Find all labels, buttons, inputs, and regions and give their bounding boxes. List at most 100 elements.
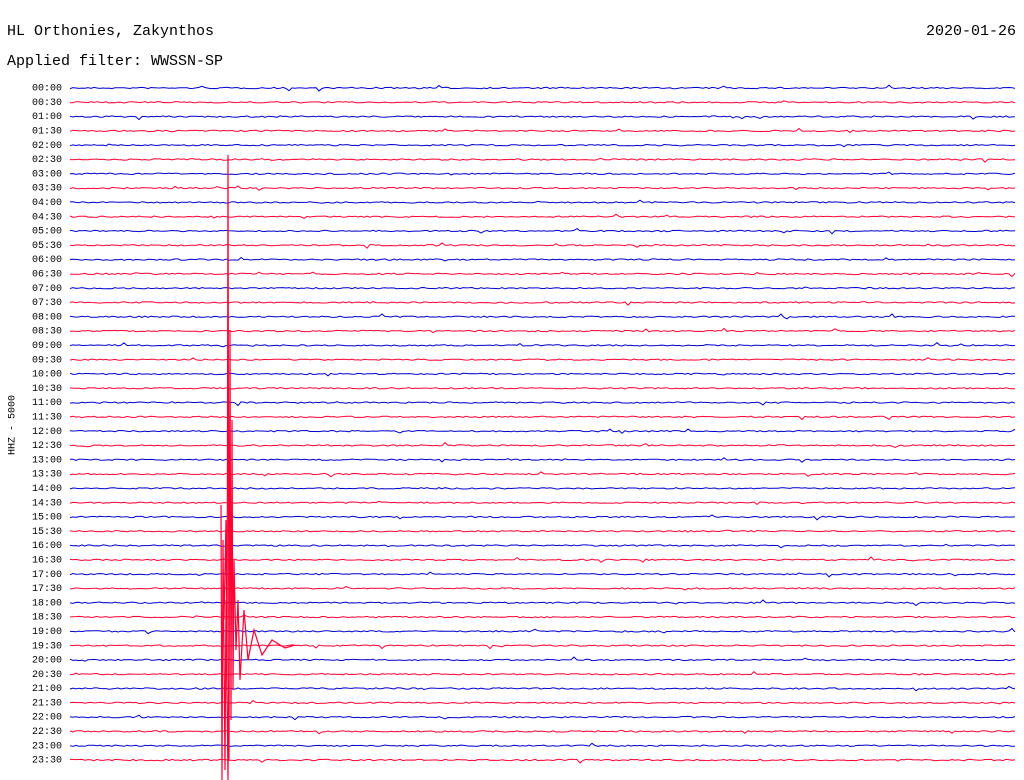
trace xyxy=(69,500,1016,506)
trace xyxy=(69,644,1016,650)
trace xyxy=(69,428,1016,434)
trace xyxy=(69,301,1016,306)
trace xyxy=(69,185,1016,191)
trace xyxy=(69,627,1016,635)
trace xyxy=(69,313,1015,320)
row-label: 04:00 xyxy=(32,198,62,209)
row-label: 21:30 xyxy=(32,698,62,709)
trace xyxy=(69,242,1016,249)
trace xyxy=(69,614,1016,619)
row-label: 22:30 xyxy=(32,727,62,738)
trace xyxy=(69,171,1016,176)
traces xyxy=(69,84,1016,764)
row-label: 19:30 xyxy=(32,641,62,652)
row-label: 06:00 xyxy=(32,255,62,266)
row-label: 18:30 xyxy=(32,613,62,624)
row-label: 14:00 xyxy=(32,484,62,495)
trace xyxy=(69,543,1016,549)
trace xyxy=(69,457,1016,463)
row-label: 12:00 xyxy=(32,427,62,438)
station: HL Orthonies, Zakynthos xyxy=(7,23,214,40)
trace xyxy=(69,599,1016,607)
trace xyxy=(69,415,1016,421)
trace xyxy=(69,699,1016,705)
row-label: 01:00 xyxy=(32,112,62,123)
trace xyxy=(69,256,1016,262)
trace xyxy=(69,714,1016,721)
row-label: 16:00 xyxy=(32,541,62,552)
trace xyxy=(70,758,1016,764)
row-label: 20:30 xyxy=(32,670,62,681)
trace xyxy=(70,157,1016,163)
row-label: 11:00 xyxy=(32,398,62,409)
row-label: 13:30 xyxy=(32,470,62,481)
row-label: 03:30 xyxy=(32,184,62,195)
row-label: 09:30 xyxy=(32,355,62,366)
row-label: 20:00 xyxy=(32,656,62,667)
trace xyxy=(69,656,1016,662)
trace xyxy=(69,357,1016,362)
trace xyxy=(69,471,1016,478)
row-label: 00:30 xyxy=(32,98,62,109)
row-label: 02:30 xyxy=(32,155,62,166)
trace xyxy=(69,342,1016,348)
earthquake-burst-tail xyxy=(220,504,230,780)
trace xyxy=(69,586,1016,591)
row-label: 07:00 xyxy=(32,284,62,295)
row-label: 21:00 xyxy=(32,684,62,695)
trace xyxy=(69,127,1016,134)
row-label: 17:00 xyxy=(32,570,62,581)
trace xyxy=(69,228,1016,235)
earthquake-burst xyxy=(223,154,296,761)
axis-label: HHZ - 5000 xyxy=(8,395,19,455)
row-label: 12:30 xyxy=(32,441,62,452)
row-label: 15:00 xyxy=(32,513,62,524)
row-label: 10:30 xyxy=(32,384,62,395)
row-label: 22:00 xyxy=(32,713,62,724)
trace xyxy=(69,84,1016,92)
row-label: 06:30 xyxy=(32,270,62,281)
row-label: 08:00 xyxy=(32,312,62,323)
trace xyxy=(69,729,1016,735)
trace xyxy=(69,143,1016,148)
row-label: 19:00 xyxy=(32,627,62,638)
trace xyxy=(69,115,1016,121)
row-label: 07:30 xyxy=(32,298,62,309)
row-label: 01:30 xyxy=(32,127,62,138)
trace xyxy=(69,387,1016,390)
trace xyxy=(69,100,1016,104)
trace xyxy=(69,441,1016,448)
row-label: 09:00 xyxy=(32,341,62,352)
row-label: 18:00 xyxy=(32,598,62,609)
row-label: 05:00 xyxy=(32,227,62,238)
row-label: 11:30 xyxy=(32,412,62,423)
trace xyxy=(69,401,1016,407)
trace xyxy=(69,372,1016,377)
trace xyxy=(69,671,1016,676)
row-label: 10:00 xyxy=(32,370,62,381)
trace xyxy=(69,271,1016,278)
row-label: 00:00 xyxy=(32,84,62,95)
trace xyxy=(69,327,1016,334)
date: 2020-01-26 xyxy=(926,23,1016,40)
row-label: 02:00 xyxy=(32,141,62,152)
trace xyxy=(69,685,1016,692)
row-label: 05:30 xyxy=(32,241,62,252)
row-label: 13:00 xyxy=(32,455,62,466)
filter: Applied filter: WWSSN-SP xyxy=(7,53,223,70)
trace xyxy=(69,556,1016,563)
trace xyxy=(69,487,1016,490)
trace xyxy=(69,571,1016,578)
row-label: 23:30 xyxy=(32,756,62,767)
trace xyxy=(69,514,1016,521)
row-label: 03:00 xyxy=(32,169,62,180)
row-label: 04:30 xyxy=(32,212,62,223)
row-label: 15:30 xyxy=(32,527,62,538)
row-label: 17:30 xyxy=(32,584,62,595)
trace xyxy=(69,529,1015,533)
trace xyxy=(69,199,1016,204)
trace xyxy=(69,213,1016,219)
row-label: 08:30 xyxy=(32,327,62,338)
trace xyxy=(69,286,1015,290)
